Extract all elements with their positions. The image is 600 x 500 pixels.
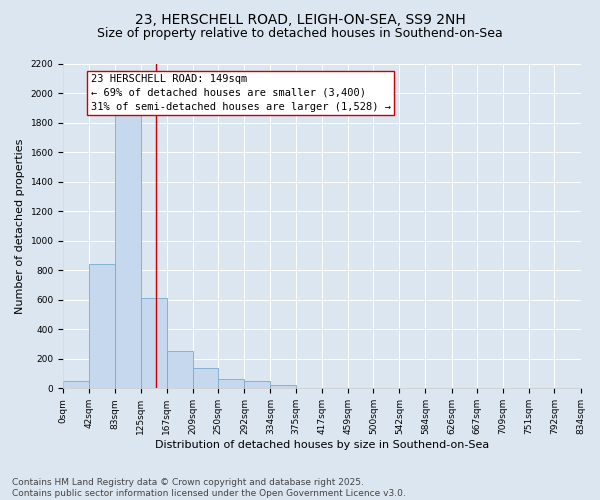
Text: 23 HERSCHELL ROAD: 149sqm
← 69% of detached houses are smaller (3,400)
31% of se: 23 HERSCHELL ROAD: 149sqm ← 69% of detac… (91, 74, 391, 112)
Y-axis label: Number of detached properties: Number of detached properties (15, 138, 25, 314)
Bar (141, 298, 167, 388)
Text: Contains HM Land Registry data © Crown copyright and database right 2025.
Contai: Contains HM Land Registry data © Crown c… (12, 478, 406, 498)
Text: Size of property relative to detached houses in Southend-on-Sea: Size of property relative to detached ho… (97, 28, 503, 40)
Bar (63, 381, 89, 388)
Bar (218, 380, 244, 388)
X-axis label: Distribution of detached houses by size in Southend-on-Sea: Distribution of detached houses by size … (155, 440, 489, 450)
Bar (271, 384, 296, 388)
Bar (167, 350, 193, 389)
Bar (115, 115, 141, 388)
Bar (89, 264, 115, 388)
Bar (244, 381, 271, 388)
Text: 23, HERSCHELL ROAD, LEIGH-ON-SEA, SS9 2NH: 23, HERSCHELL ROAD, LEIGH-ON-SEA, SS9 2N… (134, 12, 466, 26)
Bar (193, 368, 218, 388)
